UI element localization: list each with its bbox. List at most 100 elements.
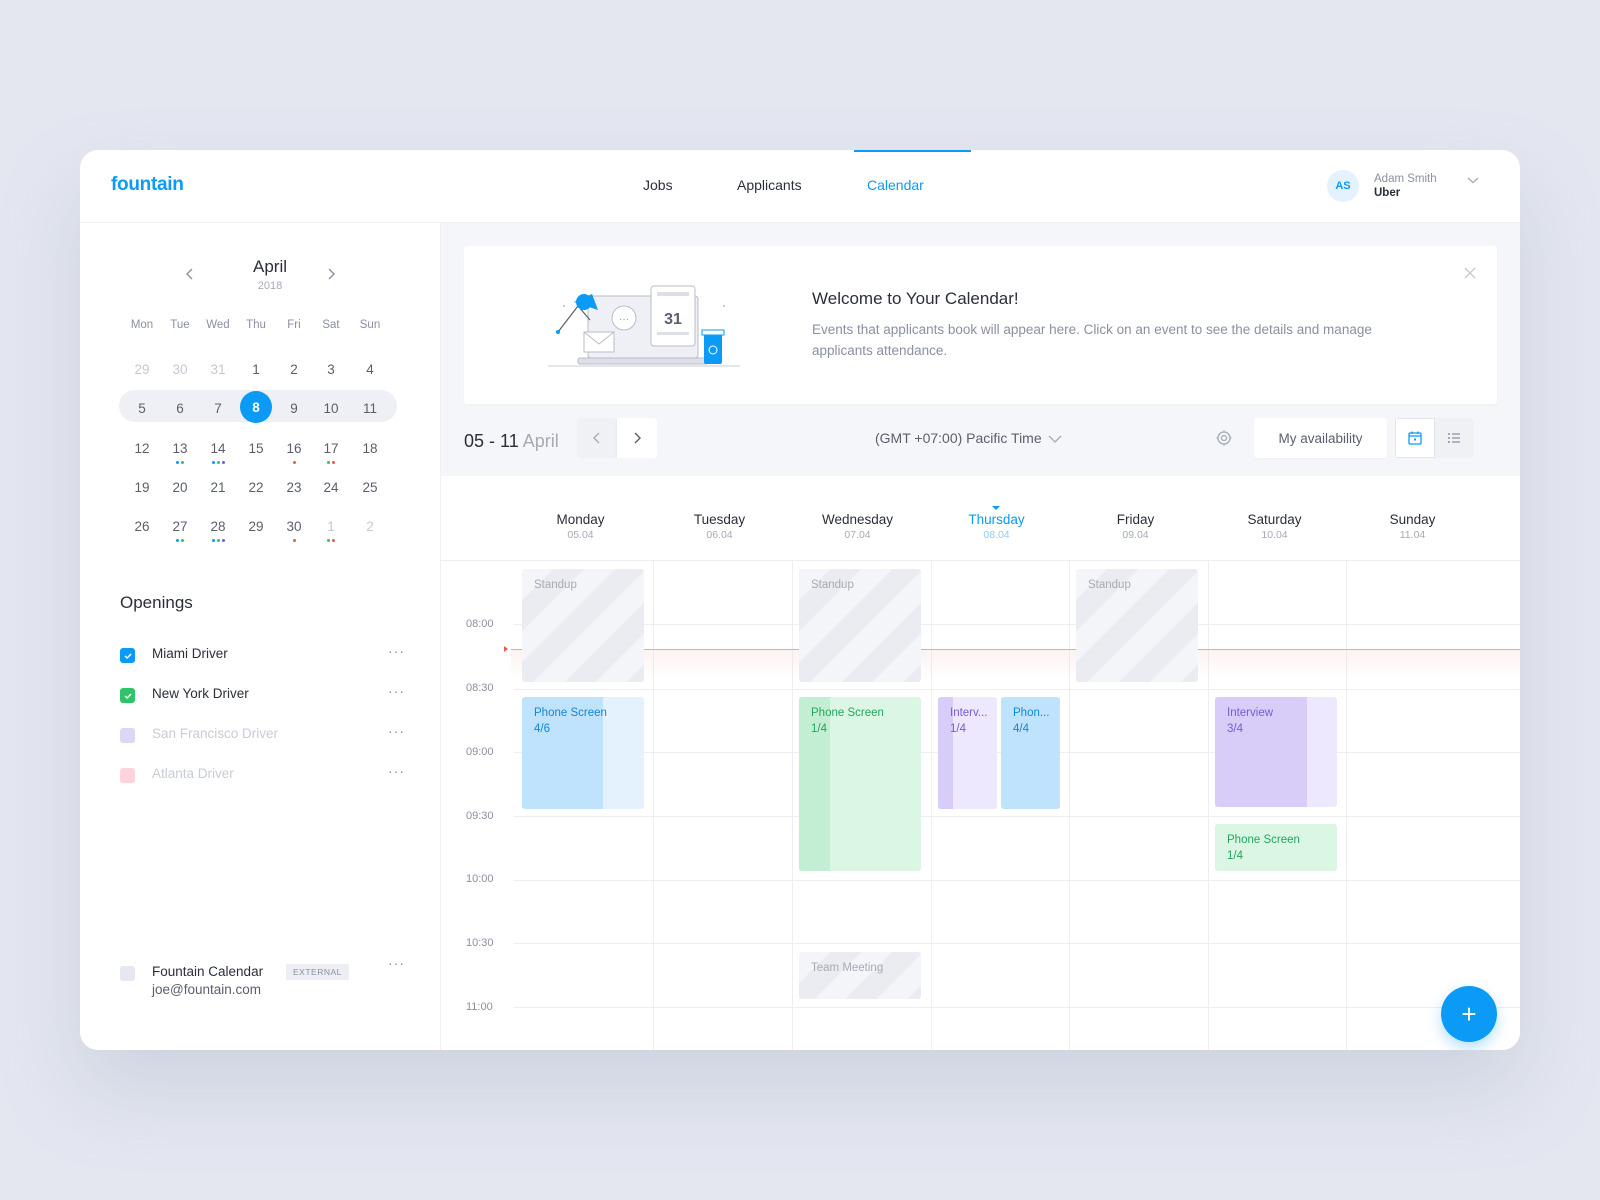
calendar-day[interactable]: 30 [172, 361, 188, 377]
calendar-day[interactable]: 1 [315, 510, 347, 542]
calendar-day[interactable]: 3 [327, 361, 335, 377]
calendar-day[interactable]: 17 [315, 432, 347, 464]
event-phone-screen-monday[interactable]: Phone Screen 4/6 [522, 697, 644, 809]
event-team-meeting-wednesday[interactable]: Team Meeting [799, 952, 921, 999]
event-phone-screen-saturday[interactable]: Phone Screen 1/4 [1215, 824, 1337, 871]
calendar-day[interactable]: 16 [278, 432, 310, 464]
opening-new-york-driver[interactable]: New York Driver ··· [120, 683, 404, 707]
calendar-day[interactable]: 31 [210, 361, 226, 377]
prev-month-icon[interactable] [183, 267, 197, 281]
time-label: 10:00 [466, 873, 494, 885]
grid-line [514, 624, 1520, 625]
calendar-day[interactable]: 6 [176, 400, 184, 416]
calendar-day[interactable]: 21 [210, 479, 226, 495]
calendar-day[interactable]: 15 [248, 440, 264, 456]
event-interview-thursday[interactable]: Interv... 1/4 [938, 697, 997, 809]
svg-text:···: ··· [619, 314, 629, 325]
calendar-day[interactable]: 23 [286, 479, 302, 495]
opening-label: San Francisco Driver [152, 726, 279, 741]
nav-applicants[interactable]: Applicants [737, 177, 802, 193]
calendar-day[interactable]: 4 [366, 361, 374, 377]
event-standup-wednesday[interactable]: Standup [799, 569, 921, 682]
external-badge: EXTERNAL [286, 964, 349, 980]
event-phone-screen-wednesday[interactable]: Phone Screen 1/4 [799, 697, 921, 871]
calendar-day[interactable]: 19 [134, 479, 150, 495]
day-number: 13 [172, 440, 188, 456]
checkbox-unchecked[interactable] [120, 728, 135, 743]
more-options-icon[interactable]: ··· [388, 643, 405, 659]
calendar-day-today[interactable]: 8 [240, 391, 272, 423]
calendar-day[interactable]: 11 [362, 400, 377, 416]
gear-icon[interactable] [1215, 429, 1233, 447]
calendar-day[interactable]: 28 [202, 510, 234, 542]
next-week-button[interactable] [617, 418, 657, 458]
opening-miami-driver[interactable]: Miami Driver ··· [120, 643, 404, 667]
calendar-day[interactable]: 25 [362, 479, 378, 495]
welcome-text: Events that applicants book will appear … [812, 322, 1372, 358]
add-event-button[interactable]: + [1441, 986, 1497, 1042]
opening-atlanta-driver[interactable]: Atlanta Driver ··· [120, 763, 404, 787]
calendar-day[interactable]: 7 [214, 400, 222, 416]
opening-san-francisco-driver[interactable]: San Francisco Driver ··· [120, 723, 404, 747]
next-month-icon[interactable] [324, 267, 338, 281]
weekday-label: Thu [246, 319, 266, 331]
day-header-sunday[interactable]: Sunday 11.04 [1342, 512, 1483, 541]
event-count: 4/4 [1013, 723, 1029, 735]
day-header-monday[interactable]: Monday 05.04 [510, 512, 651, 541]
app-window: fountain Jobs Applicants Calendar AS Ada… [80, 150, 1520, 1050]
checkbox-checked[interactable] [120, 648, 135, 663]
calendar-day[interactable]: 20 [172, 479, 188, 495]
calendar-day[interactable]: 12 [134, 440, 150, 456]
calendar-day[interactable]: 29 [248, 518, 264, 534]
fountain-logo[interactable]: fountain [111, 174, 184, 195]
external-calendar[interactable]: Fountain Calendar EXTERNAL joe@fountain.… [120, 955, 404, 1011]
chevron-down-icon[interactable] [1467, 174, 1479, 186]
my-availability-button[interactable]: My availability [1254, 418, 1387, 458]
day-header-friday[interactable]: Friday 09.04 [1065, 512, 1206, 541]
check-icon [123, 692, 132, 699]
calendar-day[interactable]: 10 [323, 400, 339, 416]
more-options-icon[interactable]: ··· [388, 763, 405, 779]
more-options-icon[interactable]: ··· [388, 683, 405, 699]
calendar-day[interactable]: 24 [323, 479, 339, 495]
calendar-day[interactable]: 13 [164, 432, 196, 464]
event-standup-friday[interactable]: Standup [1076, 569, 1198, 682]
timezone-dropdown[interactable]: (GMT +07:00) Pacific Time [875, 430, 1062, 446]
close-icon[interactable] [1463, 266, 1477, 280]
weekday-label: Sat [322, 319, 340, 331]
day-header-thursday[interactable]: Thursday 08.04 [926, 506, 1067, 541]
calendar-day[interactable]: 18 [362, 440, 378, 456]
calendar-day[interactable]: 5 [138, 400, 146, 416]
nav-calendar[interactable]: Calendar [867, 177, 924, 193]
weekday-label: Mon [130, 319, 154, 331]
day-name: Wednesday [821, 512, 894, 527]
checkbox-unchecked[interactable] [120, 768, 135, 783]
calendar-day[interactable]: 2 [290, 361, 298, 377]
event-interview-saturday[interactable]: Interview 3/4 [1215, 697, 1337, 807]
day-header-tuesday[interactable]: Tuesday 06.04 [649, 512, 790, 541]
event-standup-monday[interactable]: Standup [522, 569, 644, 682]
day-header-saturday[interactable]: Saturday 10.04 [1204, 512, 1345, 541]
calendar-day[interactable]: 14 [202, 432, 234, 464]
checkbox-checked[interactable] [120, 688, 135, 703]
nav-jobs[interactable]: Jobs [643, 177, 673, 193]
calendar-day[interactable]: 2 [366, 518, 374, 534]
more-options-icon[interactable]: ··· [388, 723, 405, 739]
day-header-wednesday[interactable]: Wednesday 07.04 [787, 512, 928, 541]
timezone-label: (GMT +07:00) Pacific Time [875, 430, 1042, 446]
calendar-day[interactable]: 26 [134, 518, 150, 534]
welcome-banner: 31 ··· Welcome to Your Calendar! Events … [464, 246, 1497, 404]
calendar-day[interactable]: 1 [252, 361, 260, 377]
calendar-view-button[interactable] [1395, 418, 1435, 458]
calendar-day[interactable]: 9 [290, 400, 298, 416]
event-phone-screen-thursday[interactable]: Phon... 4/4 [1001, 697, 1060, 809]
prev-week-button[interactable] [577, 418, 617, 458]
svg-text:31: 31 [664, 311, 682, 328]
calendar-day[interactable]: 22 [248, 479, 264, 495]
more-options-icon[interactable]: ··· [388, 955, 405, 971]
calendar-day[interactable]: 27 [164, 510, 196, 542]
calendar-day[interactable]: 30 [278, 510, 310, 542]
list-view-button[interactable] [1434, 418, 1474, 458]
grid-column-divider [1346, 561, 1347, 1050]
calendar-day[interactable]: 29 [134, 361, 150, 377]
